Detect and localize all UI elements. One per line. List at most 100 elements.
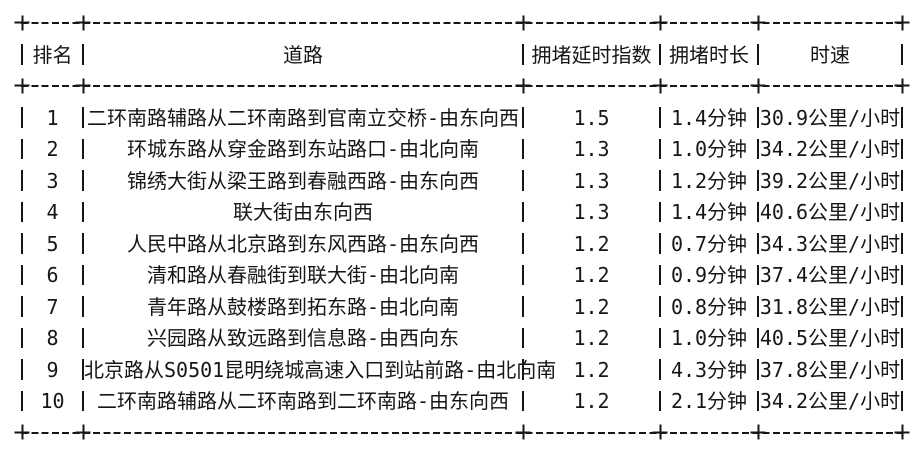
pipe-separator (21, 390, 23, 411)
pipe-separator (757, 296, 759, 317)
speed-cell: 34.2公里/小时 (759, 137, 901, 161)
pipe-separator (659, 201, 661, 222)
table-row: 9 北京路从S0501昆明绕城高速入口到站前路-由北向南 1.2 4.3分钟 3… (21, 354, 903, 386)
border-plus (515, 78, 531, 94)
column-header-speed: 时速 (810, 42, 850, 67)
road-cell: 联大街由东向西 (233, 200, 373, 224)
border-plus (14, 78, 30, 94)
column-header-rank: 排名 (32, 42, 73, 67)
pipe-separator (522, 107, 524, 128)
pipe-separator (757, 264, 759, 285)
road-cell: 环城东路从穿金路到东站路口-由北向南 (126, 137, 480, 161)
delay-index-cell: 1.2 (573, 357, 610, 382)
pipe-separator (901, 327, 903, 348)
pipe-separator (21, 138, 23, 159)
pipe-separator (757, 44, 759, 65)
pipe-separator (659, 107, 661, 128)
border-plus (75, 15, 91, 31)
pipe-separator (757, 327, 759, 348)
border-plus (750, 424, 766, 440)
pipe-separator (757, 359, 759, 380)
rank-cell: 9 (46, 357, 59, 382)
border-plus (750, 78, 766, 94)
rank-cell: 6 (46, 263, 59, 287)
rank-cell: 10 (40, 389, 65, 413)
duration-cell: 4.3分钟 (670, 357, 748, 382)
table-row: 3 锦绣大街从梁王路到春融西路-由东向西 1.3 1.2分钟 39.2公里/小时 (21, 165, 903, 197)
road-cell: 清和路从春融街到联大街-由北向南 (146, 263, 460, 287)
duration-cell: 2.1分钟 (670, 389, 748, 413)
delay-index-cell: 1.2 (573, 326, 610, 350)
pipe-separator (901, 170, 903, 191)
border-plus (14, 15, 30, 31)
road-cell: 北京路从S0501昆明绕城高速入口到站前路-由北向南 (84, 357, 557, 382)
pipe-separator (659, 138, 661, 159)
pipe-separator (901, 359, 903, 380)
rank-cell: 4 (46, 200, 59, 224)
speed-cell: 39.2公里/小时 (759, 168, 901, 193)
border-plus (515, 424, 531, 440)
speed-cell: 40.6公里/小时 (759, 200, 901, 224)
pipe-separator (82, 44, 84, 65)
delay-index-cell: 1.2 (573, 231, 610, 256)
rank-cell: 2 (46, 137, 59, 161)
pipe-separator (659, 359, 661, 380)
duration-cell: 1.4分钟 (670, 200, 748, 224)
delay-index-cell: 1.2 (573, 389, 610, 413)
pipe-separator (82, 264, 84, 285)
border-plus (894, 78, 910, 94)
table-row: 7 青年路从鼓楼路到拓东路-由北向南 1.2 0.8分钟 31.8公里/小时 (21, 291, 903, 323)
border-plus (894, 424, 910, 440)
pipe-separator (82, 359, 84, 380)
road-cell: 人民中路从北京路到东风西路-由东向西 (126, 231, 480, 256)
speed-cell: 31.8公里/小时 (759, 294, 901, 319)
road-cell: 青年路从鼓楼路到拓东路-由北向南 (146, 294, 460, 319)
border-plus (75, 78, 91, 94)
pipe-separator (82, 201, 84, 222)
pipe-separator (522, 359, 524, 380)
table-border-top (14, 7, 910, 39)
pipe-separator (21, 233, 23, 254)
table-row: 5 人民中路从北京路到东风西路-由东向西 1.2 0.7分钟 34.3公里/小时 (21, 228, 903, 260)
speed-cell: 34.3公里/小时 (759, 231, 901, 256)
speed-cell: 40.5公里/小时 (759, 326, 901, 350)
dashed-line (21, 22, 903, 24)
column-header-duration: 拥堵时长 (669, 42, 749, 67)
dashed-line (21, 431, 903, 434)
speed-cell: 37.4公里/小时 (759, 263, 901, 287)
table-row: 6 清和路从春融街到联大街-由北向南 1.2 0.9分钟 37.4公里/小时 (21, 259, 903, 291)
table-border-bottom (14, 417, 910, 449)
pipe-separator (82, 390, 84, 411)
border-plus (515, 15, 531, 31)
border-plus (14, 424, 30, 440)
pipe-separator (901, 107, 903, 128)
pipe-separator (757, 138, 759, 159)
pipe-separator (659, 44, 661, 65)
pipe-separator (901, 201, 903, 222)
duration-cell: 1.0分钟 (670, 137, 748, 161)
border-plus (652, 78, 668, 94)
pipe-separator (659, 264, 661, 285)
border-plus (75, 424, 91, 440)
pipe-separator (82, 107, 84, 128)
pipe-separator (757, 390, 759, 411)
road-cell: 兴园路从致远路到信息路-由西向东 (146, 326, 460, 350)
pipe-separator (21, 327, 23, 348)
pipe-separator (21, 296, 23, 317)
pipe-separator (21, 201, 23, 222)
pipe-separator (522, 44, 524, 65)
pipe-separator (901, 296, 903, 317)
road-cell: 二环南路辅路从二环南路到二环南路-由东向西 (96, 389, 510, 413)
pipe-separator (82, 327, 84, 348)
duration-cell: 0.7分钟 (670, 231, 748, 256)
duration-cell: 1.4分钟 (670, 105, 748, 130)
pipe-separator (659, 390, 661, 411)
road-cell: 二环南路辅路从二环南路到官南立交桥-由东向西 (86, 105, 520, 130)
pipe-separator (82, 296, 84, 317)
pipe-separator (659, 170, 661, 191)
pipe-separator (901, 44, 903, 65)
delay-index-cell: 1.3 (573, 200, 610, 224)
pipe-separator (659, 327, 661, 348)
table-row: 10 二环南路辅路从二环南路到二环南路-由东向西 1.2 2.1分钟 34.2公… (21, 385, 903, 417)
delay-index-cell: 1.3 (573, 137, 610, 161)
